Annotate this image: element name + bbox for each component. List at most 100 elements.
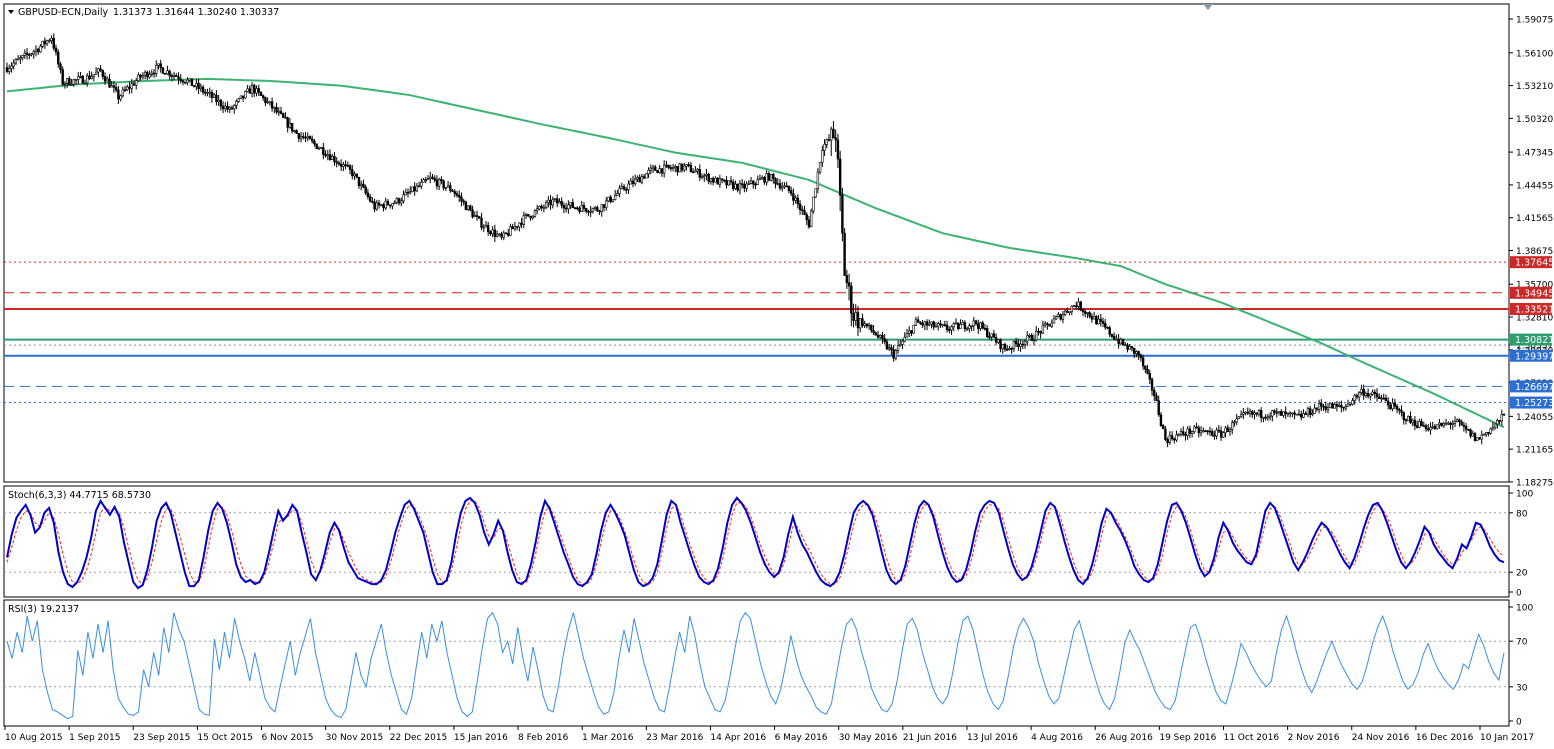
candle: [705, 168, 708, 181]
candle: [745, 181, 748, 192]
candle: [1061, 310, 1065, 324]
candle: [908, 326, 911, 338]
candle: [749, 176, 753, 185]
candle: [524, 212, 528, 219]
candle: [402, 190, 405, 204]
candle: [1066, 307, 1069, 313]
candle: [850, 282, 853, 327]
candle: [48, 38, 51, 43]
candle: [903, 332, 906, 343]
candle: [217, 94, 220, 107]
candle: [210, 89, 214, 103]
candle: [796, 194, 800, 209]
candle: [948, 326, 951, 334]
candle: [424, 176, 428, 184]
candle: [1369, 393, 1372, 401]
candle: [1362, 384, 1365, 400]
candle: [959, 319, 962, 329]
candle: [270, 97, 274, 112]
candle: [1173, 437, 1176, 444]
candle: [462, 198, 465, 206]
candle: [1041, 320, 1045, 335]
candle: [277, 107, 280, 117]
menu-triangle-icon[interactable]: [8, 10, 14, 14]
candle: [1447, 421, 1450, 426]
candle: [716, 176, 719, 185]
candle: [32, 49, 35, 59]
candle: [168, 69, 171, 80]
level-price-tag: 1.33521: [1510, 302, 1554, 315]
candle: [805, 212, 808, 225]
candle: [535, 204, 539, 215]
candle: [1150, 377, 1154, 396]
level-price-tag: 1.26697: [1510, 380, 1554, 393]
candle: [324, 150, 327, 158]
candle: [1264, 414, 1267, 421]
candle: [513, 221, 517, 232]
candle: [1322, 404, 1325, 411]
candle: [560, 197, 563, 209]
candle: [52, 33, 55, 51]
candle: [763, 176, 766, 185]
candle: [460, 192, 463, 207]
candle: [1206, 430, 1209, 436]
candle: [420, 178, 423, 190]
candle: [1148, 369, 1151, 385]
candle: [1373, 389, 1376, 399]
candle: [919, 321, 922, 325]
candle: [596, 205, 599, 212]
candle: [1164, 426, 1167, 442]
chart-shift-marker[interactable]: [1203, 4, 1213, 10]
candle: [440, 176, 443, 185]
candle: [195, 79, 198, 91]
candle: [413, 182, 416, 196]
candle: [500, 231, 503, 240]
candle: [658, 164, 661, 174]
candle: [1217, 424, 1221, 434]
candle: [1215, 427, 1218, 440]
candle: [1458, 418, 1461, 427]
candle: [1407, 415, 1410, 422]
candle: [339, 159, 343, 172]
candle: [201, 84, 205, 95]
candle: [206, 88, 209, 97]
candle: [395, 197, 399, 205]
candle: [899, 339, 902, 347]
candle: [190, 78, 194, 86]
candle: [1371, 389, 1374, 396]
candle: [856, 305, 860, 337]
candle: [275, 102, 278, 115]
candle: [1311, 409, 1314, 417]
candle: [1039, 330, 1042, 339]
candle: [1008, 346, 1011, 351]
candle: [1037, 327, 1040, 336]
price-tick-label: 1.59075: [1516, 16, 1553, 26]
candle: [1489, 427, 1492, 435]
candle: [233, 104, 236, 114]
candle: [1253, 410, 1256, 420]
candle: [1400, 405, 1403, 417]
candle: [707, 172, 710, 185]
candle: [453, 189, 456, 198]
candle: [957, 322, 960, 331]
candle: [1115, 334, 1118, 341]
candle: [1070, 305, 1074, 316]
candle: [315, 143, 318, 150]
candle: [556, 194, 559, 208]
candle: [1266, 413, 1270, 421]
candle: [1478, 436, 1481, 440]
candle: [752, 180, 755, 189]
candle: [1469, 428, 1472, 439]
candle: [172, 71, 176, 81]
moving-average-line: [6, 77, 1505, 429]
candle: [847, 273, 851, 301]
candle: [605, 197, 608, 211]
candle: [1331, 402, 1334, 409]
candle: [883, 333, 886, 344]
candle: [1317, 399, 1321, 414]
candle: [1320, 399, 1323, 412]
candle: [968, 323, 971, 333]
candle: [85, 73, 89, 87]
time-axis: 10 Aug 2015 1 Sep 2015 23 Sep 2015 15 Oct 2…: [4, 726, 1534, 743]
